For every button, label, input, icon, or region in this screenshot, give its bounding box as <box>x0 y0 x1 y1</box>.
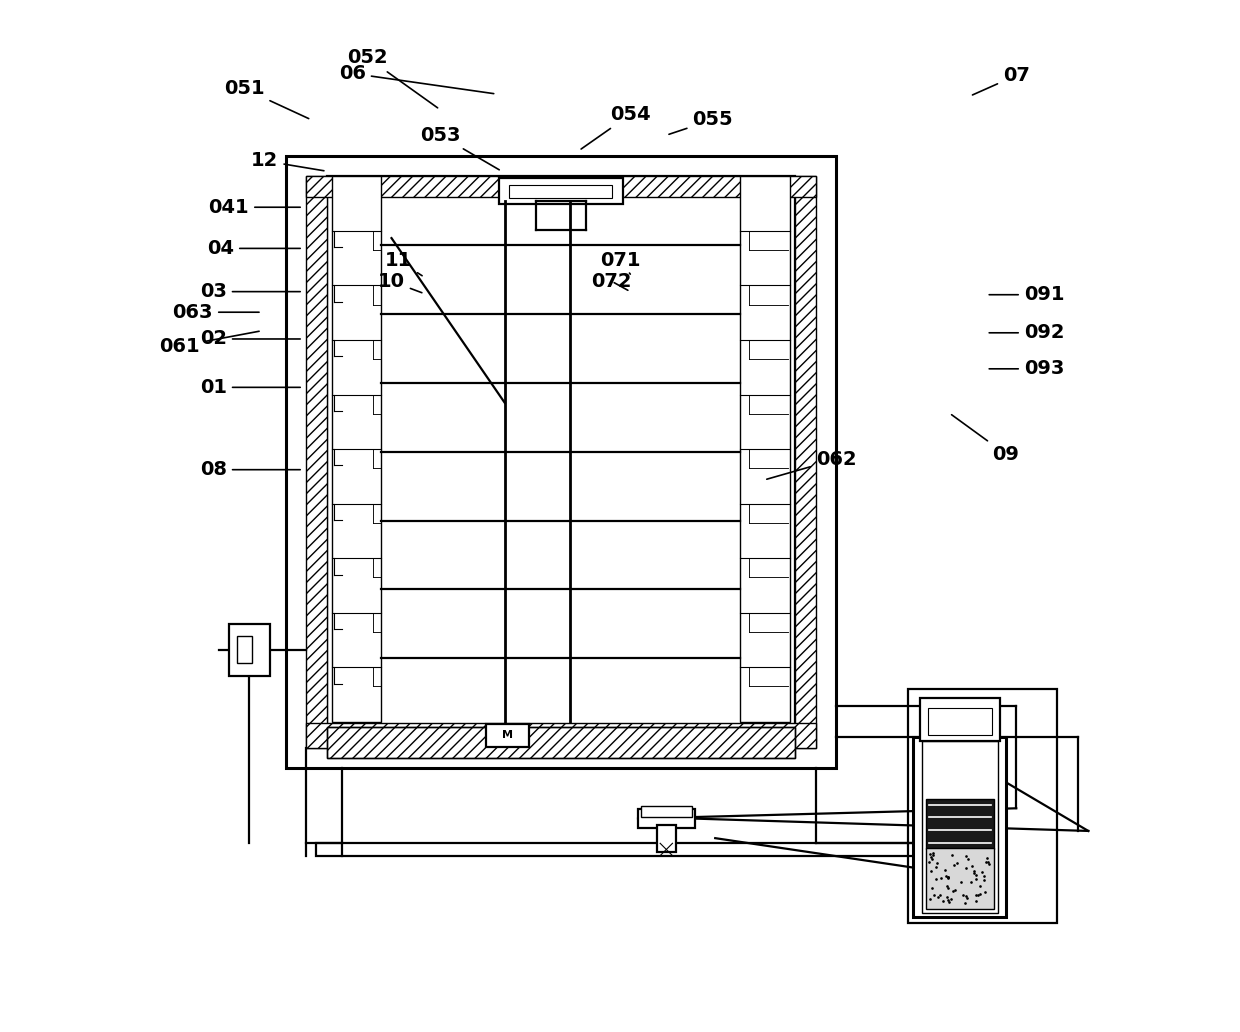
Text: 071: 071 <box>600 251 640 275</box>
Bar <box>928 708 992 735</box>
Bar <box>908 689 1058 923</box>
Text: 09: 09 <box>951 415 1019 463</box>
Text: 04: 04 <box>207 238 300 258</box>
Bar <box>306 176 816 197</box>
Bar <box>921 741 998 913</box>
Text: 02: 02 <box>200 329 300 349</box>
Text: 061: 061 <box>159 331 259 356</box>
Text: 092: 092 <box>990 323 1064 343</box>
Bar <box>306 176 326 747</box>
Bar <box>920 699 999 741</box>
Text: 08: 08 <box>200 460 300 479</box>
Text: 041: 041 <box>208 198 300 217</box>
Text: 063: 063 <box>172 302 259 322</box>
Text: 072: 072 <box>591 271 632 291</box>
Bar <box>639 809 694 828</box>
Bar <box>498 179 622 204</box>
Bar <box>237 637 252 664</box>
Bar <box>641 806 692 816</box>
Text: 12: 12 <box>252 152 324 170</box>
Bar <box>740 176 790 721</box>
Text: 06: 06 <box>339 64 494 94</box>
Text: 03: 03 <box>200 282 300 301</box>
Bar <box>332 176 381 721</box>
Bar <box>316 843 981 856</box>
Bar <box>229 624 270 676</box>
Bar <box>326 727 795 757</box>
Bar <box>486 723 529 746</box>
Text: 091: 091 <box>990 285 1064 304</box>
Text: 053: 053 <box>419 126 500 170</box>
Text: 052: 052 <box>347 49 438 107</box>
Text: 07: 07 <box>972 66 1029 95</box>
Text: 055: 055 <box>668 110 733 134</box>
Text: 054: 054 <box>582 105 651 149</box>
Bar <box>926 799 993 849</box>
Text: 093: 093 <box>990 359 1064 379</box>
Text: 062: 062 <box>766 450 857 479</box>
Text: 11: 11 <box>386 251 422 276</box>
Text: 051: 051 <box>224 79 309 119</box>
Bar <box>326 727 795 757</box>
Bar <box>510 185 613 198</box>
Bar <box>326 176 795 727</box>
Text: 01: 01 <box>200 378 300 397</box>
Text: 10: 10 <box>378 271 422 293</box>
Bar <box>926 848 993 909</box>
Bar <box>795 176 816 747</box>
Bar <box>306 722 816 747</box>
Bar <box>657 825 676 851</box>
Text: M: M <box>502 731 513 740</box>
Bar <box>285 156 836 768</box>
Bar <box>914 737 1006 917</box>
